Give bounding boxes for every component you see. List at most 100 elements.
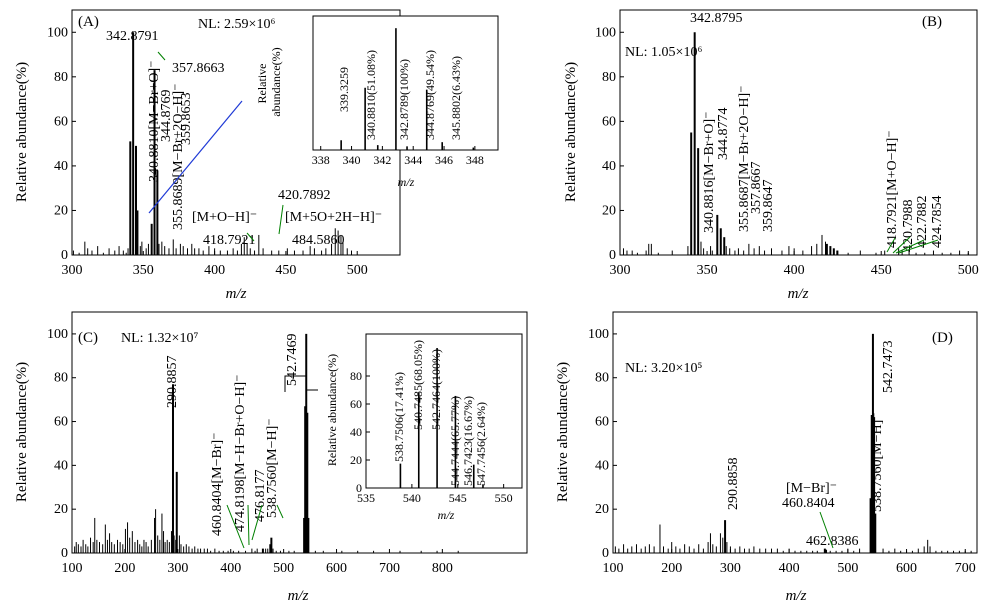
panel-a-ann-355-8689: 355.8689[M−Br+2O−H]⁻ (171, 83, 186, 230)
panel-b-ann-344-8774: 344.8774 (716, 108, 731, 161)
panel-c-inset-label-547: 547.7456(2.64%) (474, 402, 488, 486)
panel-a-label: (A) (78, 14, 99, 30)
panel-c-x-tick-label: 800 (432, 561, 453, 576)
panel-a-ann-484-5860: 484.5860 (292, 233, 345, 248)
panel-a-ann-340-8810: 340.8810[M−Br+O]⁻ (147, 60, 162, 182)
panel-a-inset-x-label: m/z (398, 175, 415, 189)
panel-a-x-tick-label: 450 (275, 263, 296, 278)
panel-a-leader-418 (246, 232, 255, 242)
panel-c-x-tick-label: 600 (326, 561, 347, 576)
panel-b: 300 350 400 450 500 0 20 40 60 80 100 (B) NL: 1.05… (563, 9, 979, 302)
panel-a-x-tick-label: 350 (133, 263, 154, 278)
panel-d-frame (612, 311, 978, 554)
panel-c-ann-290-8857: 290.8857 (165, 356, 180, 409)
panel-b-leader-424 (898, 239, 939, 254)
panel-a-inset-label-342: 342.8789(100%) (397, 59, 411, 140)
panel-c-inset-y-tick-label: 40 (350, 425, 362, 439)
panel-b-x-tick-label: 500 (958, 263, 979, 278)
panel-a-ann-344-8769: 344.8769 (159, 90, 174, 143)
panel-a-inset: 338 340 342 344 346 348 Relative abundance(%)… (255, 15, 499, 189)
panel-c-ann-542-7469: 542.7469 (285, 334, 300, 387)
panel-d-y-tick-label: 40 (595, 458, 609, 473)
panel-d-nl-text: NL: 3.20×10⁵ (625, 361, 702, 376)
panel-c-inset-x-tick-label: 535 (357, 491, 375, 505)
panel-c-label: (C) (78, 330, 98, 346)
panel-a-ann-m-o-h: [M+O−H]⁻ (192, 210, 257, 225)
panel-c-inset-x-tick-label: 550 (495, 491, 513, 505)
panel-c-x-tick-label: 400 (220, 561, 241, 576)
panel-c-ann-460-8404: 460.8404[M−Br]⁻ (210, 432, 225, 536)
panel-c-y-tick-label: 100 (47, 327, 68, 342)
panel-c-nl-text: NL: 1.32×10⁷ (121, 331, 198, 346)
panel-d-ann-538-7560: 538.7560[M−H]⁻ (870, 412, 885, 512)
panel-b-label: (B) (922, 14, 942, 30)
panel-d-x-tick-label: 700 (955, 561, 976, 576)
panel-d-label: (D) (932, 330, 953, 346)
panel-a-inset-x-tick-label: 340 (343, 153, 361, 167)
panel-c-x-tick-label: 100 (62, 561, 83, 576)
panel-c-leader-460 (226, 504, 245, 549)
panel-a-inset-label-345: 345.8802(6.43%) (449, 56, 463, 140)
panel-d-x-tick-label: 200 (661, 561, 682, 576)
panel-c-inset-y-label: Relative abundance(%) (325, 354, 339, 466)
panel-c-leader-474 (247, 504, 250, 546)
panel-c-inset-label-540: 540.7485(68.05%) (411, 340, 425, 430)
panel-a-nl-text: NL: 2.59×10⁶ (198, 17, 275, 32)
panel-a-y-tick-label: 20 (54, 203, 68, 218)
panel-c-y-tick-label: 80 (54, 371, 68, 386)
panel-d-ann-460-8404: 460.8404 (782, 496, 835, 511)
panel-b-leader-422 (895, 239, 925, 254)
panel-d-leader-460 (819, 511, 834, 549)
panel-d-x-axis-label: m/z (786, 588, 807, 604)
panel-a-x-tick-label: 400 (204, 263, 225, 278)
panel-c-ann-538-7560: 538.7560[M−H]⁻ (265, 418, 280, 518)
panel-b-nl-text: NL: 1.05×10⁶ (625, 45, 702, 60)
panel-b-y-tick-label: 80 (602, 70, 616, 85)
panel-a-inset-y-label: Relative abundance(%) (255, 47, 283, 116)
panel-c-x-tick-label: 700 (379, 561, 400, 576)
panel-a-inset-x-tick-label: 348 (466, 153, 484, 167)
panel-d-ann-m-br: [M−Br]⁻ (786, 481, 837, 496)
panel-a-ann-418-7921: 418.7921 (203, 233, 256, 248)
panel-d-x-tick-label: 600 (896, 561, 917, 576)
panel-a-ann-357-8663: 357.8663 (172, 61, 225, 76)
panel-b-ann-342-8795: 342.8795 (690, 11, 743, 26)
panel-c-x-tick-label: 200 (114, 561, 135, 576)
panel-b-leader-420 (892, 236, 911, 254)
panel-a-inset-x-tick-label: 338 (312, 153, 330, 167)
panel-b-frame (619, 9, 978, 256)
panel-a-ann-342-8791: 342.8791 (106, 29, 159, 44)
panel-c-inset-x-tick-label: 540 (403, 491, 421, 505)
panel-b-x-tick-label: 300 (610, 263, 631, 278)
panel-c-inset-label-544: 544.7444(65.77%) (448, 396, 462, 486)
panel-c-y-tick-label: 40 (54, 458, 68, 473)
panel-b-ann-355-8687: 355.8687[M−Br+2O−H]⁻ (737, 85, 752, 232)
panel-a-leader-357 (157, 51, 166, 61)
panel-c-leader-476 (251, 504, 263, 541)
panel-d-ann-290-8858: 290.8858 (726, 458, 741, 511)
panel-c-x-tick-label: 300 (167, 561, 188, 576)
panel-a-leader-420 (278, 204, 284, 235)
panel-b-ann-420-7988: 420.7988 (901, 200, 916, 253)
panel-d: 100 200 300 400 500 600 700 0 20 40 60 80 100 (D) NL… (555, 311, 978, 604)
panel-c-inset-y-tick-label: 20 (350, 453, 362, 467)
panel-d-y-tick-label: 100 (588, 327, 609, 342)
panel-b-x-axis-label: m/z (788, 286, 809, 302)
panel-c-y-axis-label: Relative abundance(%) (14, 362, 30, 502)
panel-b-x-tick-label: 450 (871, 263, 892, 278)
panel-a-ann-359-8653: 359.8653 (179, 93, 194, 146)
panel-d-x-tick-label: 500 (837, 561, 858, 576)
panel-d-x-tick-label: 400 (779, 561, 800, 576)
panel-d-y-tick-label: 80 (595, 371, 609, 386)
panel-a-inset-guide-line (148, 100, 243, 214)
panel-c-inset-label-542: 542.7464(100%) (429, 349, 443, 430)
panel-d-ann-462-8386: 462.8386 (806, 534, 859, 549)
panel-b-y-tick-label: 100 (595, 25, 616, 40)
panel-c-inset-y-tick-label: 80 (350, 369, 362, 383)
panel-a-y-axis-label: Relative abundance(%) (14, 62, 30, 202)
panel-b-y-tick-label: 60 (602, 114, 616, 129)
panel-c-x-axis-label: m/z (288, 588, 309, 604)
panel-c-inset-x-tick-label: 545 (449, 491, 467, 505)
panel-c-y-tick-label: 60 (54, 415, 68, 430)
